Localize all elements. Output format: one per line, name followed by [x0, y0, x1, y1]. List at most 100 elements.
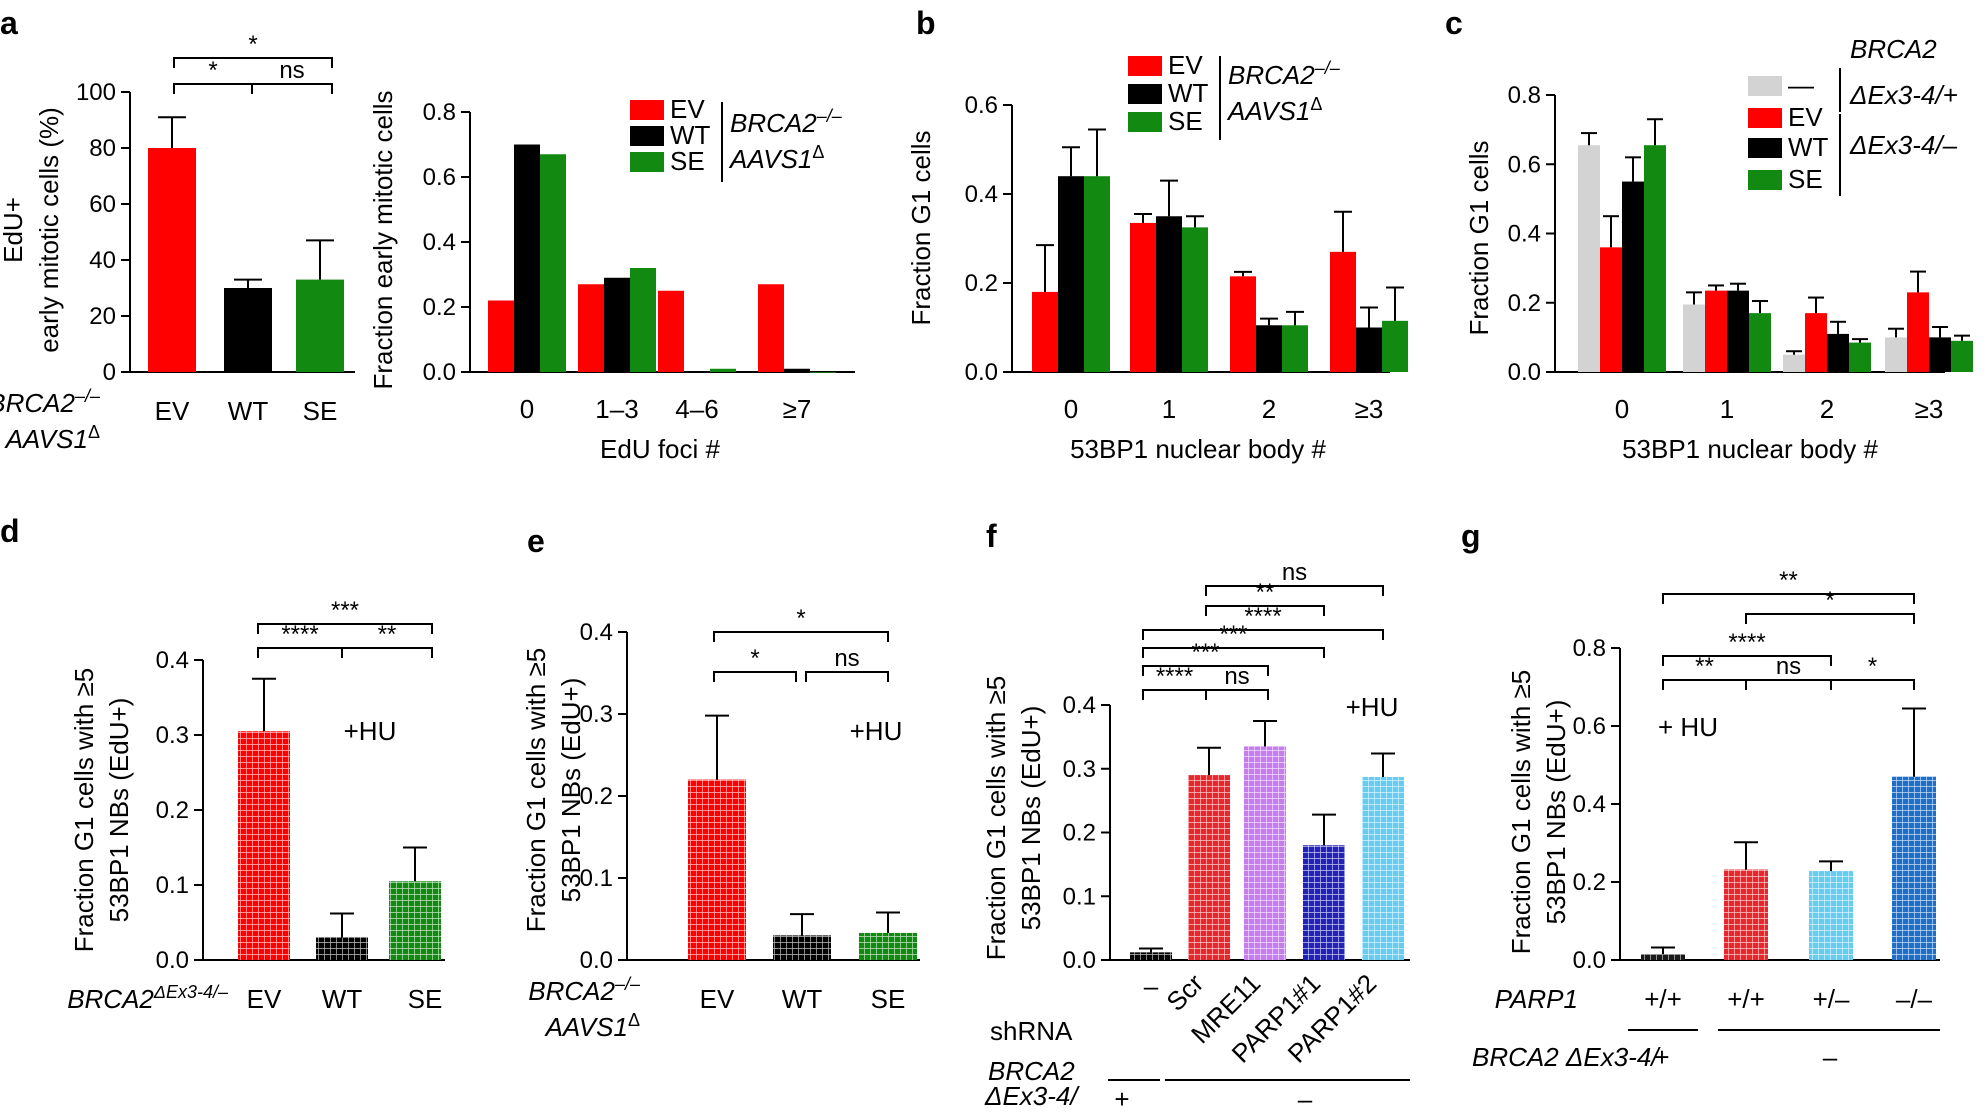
y-tick-label: 0.4 — [156, 647, 189, 674]
genotype-label: BRCA2 ΔEx3-4/ — [1472, 1042, 1661, 1072]
y-tick-label: 0.4 — [965, 181, 998, 208]
y-tick-label: 0.2 — [1063, 820, 1096, 847]
bar-SE-1 — [1182, 227, 1208, 372]
genotype-minus: – — [1298, 1084, 1313, 1114]
legend-swatch-2 — [1748, 138, 1782, 158]
y-axis-label: 53BP1 NBs (EdU+) — [1016, 706, 1046, 931]
legend-label-2: WT — [1788, 132, 1829, 162]
bar-SE-1–3 — [630, 268, 656, 372]
legend-genotype: BRCA2–/– — [1228, 58, 1341, 90]
significance-bracket — [1830, 679, 1915, 690]
significance-bracket — [173, 83, 253, 94]
bar-WT-1–3 — [604, 277, 630, 372]
bar-SE-2 — [1282, 325, 1308, 372]
bar-SE-0 — [1084, 176, 1110, 372]
bar-series3-2 — [1849, 342, 1871, 372]
chart-f-shrna: 0.00.10.20.30.4– ScrMRE11PARP1#1PARP1#2sh… — [981, 559, 1410, 1114]
bar-hatch — [316, 937, 368, 960]
bar-SE-0 — [540, 154, 566, 372]
legend-swatch-SE — [630, 152, 664, 172]
y-tick-label: 0.3 — [580, 701, 613, 728]
genotype-label: BRCA2 — [988, 1056, 1075, 1086]
legend-label-SE: SE — [1168, 106, 1203, 136]
bar-WT-1 — [1156, 216, 1182, 372]
x-category-label: ≥7 — [783, 394, 812, 424]
genotype-label: AAVS1Δ — [4, 422, 100, 454]
significance-label: * — [248, 31, 257, 58]
legend-label-0: — — [1788, 70, 1814, 100]
x-category-label: SE — [408, 984, 443, 1014]
significance-bracket — [257, 623, 433, 634]
significance-label: **** — [1728, 629, 1765, 656]
y-tick-label: 40 — [89, 247, 116, 274]
legend-label-EV: EV — [670, 94, 705, 124]
bar-hatch — [1188, 775, 1230, 960]
bar-WT-≥7 — [784, 368, 810, 372]
x-axis-label: EdU foci # — [600, 434, 720, 464]
x-category-label: WT — [322, 984, 363, 1014]
x-category-label: +/+ — [1644, 984, 1682, 1014]
y-tick-label: 0 — [103, 359, 116, 386]
x-category-label: 1 — [1720, 394, 1734, 424]
x-category-label: –/– — [1896, 984, 1933, 1014]
legend-label-1: EV — [1788, 102, 1823, 132]
bar-EV-≥7 — [758, 284, 784, 372]
legend-genotype: AAVS1Δ — [728, 142, 824, 174]
chart-a-edu-foci: 0.0 0.2 0.4 0.6 0.8 0 1–3 4–6 ≥7 Fraction early m… — [368, 90, 855, 464]
legend-label-EV: EV — [1168, 50, 1203, 80]
significance-label: **** — [1156, 663, 1193, 690]
x-category-label: 1–3 — [595, 394, 638, 424]
y-tick-label: 0.8 — [1508, 82, 1541, 109]
x-category-label: Scr — [1160, 968, 1209, 1017]
panel-label-e: e — [527, 523, 545, 559]
x-category-label: EV — [700, 984, 735, 1014]
y-tick-label: 0.2 — [1573, 869, 1606, 896]
significance-label: *** — [1191, 639, 1219, 666]
significance-bracket — [1142, 647, 1325, 658]
bar-series0-2 — [1783, 354, 1805, 372]
x-category-label: 0 — [1064, 394, 1078, 424]
y-tick-label: 0.6 — [423, 164, 456, 191]
bar-EV-0 — [1032, 291, 1058, 372]
bar-WT-2 — [1256, 325, 1282, 372]
bar-series3-≥3 — [1951, 340, 1973, 372]
legend-label-WT: WT — [670, 120, 711, 150]
significance-bracket — [1662, 593, 1915, 604]
x-category-label: ≥3 — [1915, 394, 1944, 424]
y-tick-label: 0.6 — [965, 92, 998, 119]
panel-label-f: f — [986, 518, 997, 554]
significance-bracket — [173, 57, 333, 68]
x-category-label: WT — [228, 396, 269, 426]
y-tick-label: 0.0 — [156, 947, 189, 974]
y-tick-label: 0.3 — [156, 722, 189, 749]
bar-EV-1–3 — [578, 284, 604, 372]
bar-SE-≥7 — [810, 372, 836, 373]
bar-SE — [296, 279, 344, 372]
bar-series0-0 — [1578, 145, 1600, 372]
x-category-label: +/+ — [1727, 984, 1765, 1014]
bar-series3-1 — [1749, 313, 1771, 372]
bar-EV-0 — [488, 300, 514, 372]
y-axis-label: 53BP1 NBs (EdU+) — [1541, 700, 1571, 925]
x-category-label: 0 — [1615, 394, 1629, 424]
x-category-label: WT — [782, 984, 823, 1014]
panel-label-g: g — [1461, 518, 1481, 554]
bar-series2-0 — [1622, 181, 1644, 372]
legend-genotype: BRCA2–/– — [730, 106, 843, 138]
significance-label: **** — [1244, 603, 1281, 630]
chart-g-parp1: 0.0 0.2 0.4 0.6 0.8 +/+ +/+ +/– –/– PARP1 Fraction… — [1472, 567, 1940, 1072]
genotype-label: BRCA2–/– — [528, 974, 641, 1006]
significance-label: ns — [1282, 559, 1307, 586]
bar-EV-≥3 — [1330, 251, 1356, 372]
genotype-label: AAVS1Δ — [544, 1010, 640, 1042]
x-category-label: SE — [303, 396, 338, 426]
bar-WT-≥3 — [1356, 327, 1382, 372]
row-label-parp1: PARP1 — [1495, 984, 1578, 1014]
significance-label: ** — [1695, 653, 1714, 680]
y-tick-label: 0.4 — [1063, 692, 1096, 719]
bar-hatch — [859, 932, 917, 960]
significance-bracket — [1205, 605, 1325, 616]
bar-series1-1 — [1705, 290, 1727, 372]
x-category-label: EV — [247, 984, 282, 1014]
bar-series3-0 — [1644, 145, 1666, 372]
